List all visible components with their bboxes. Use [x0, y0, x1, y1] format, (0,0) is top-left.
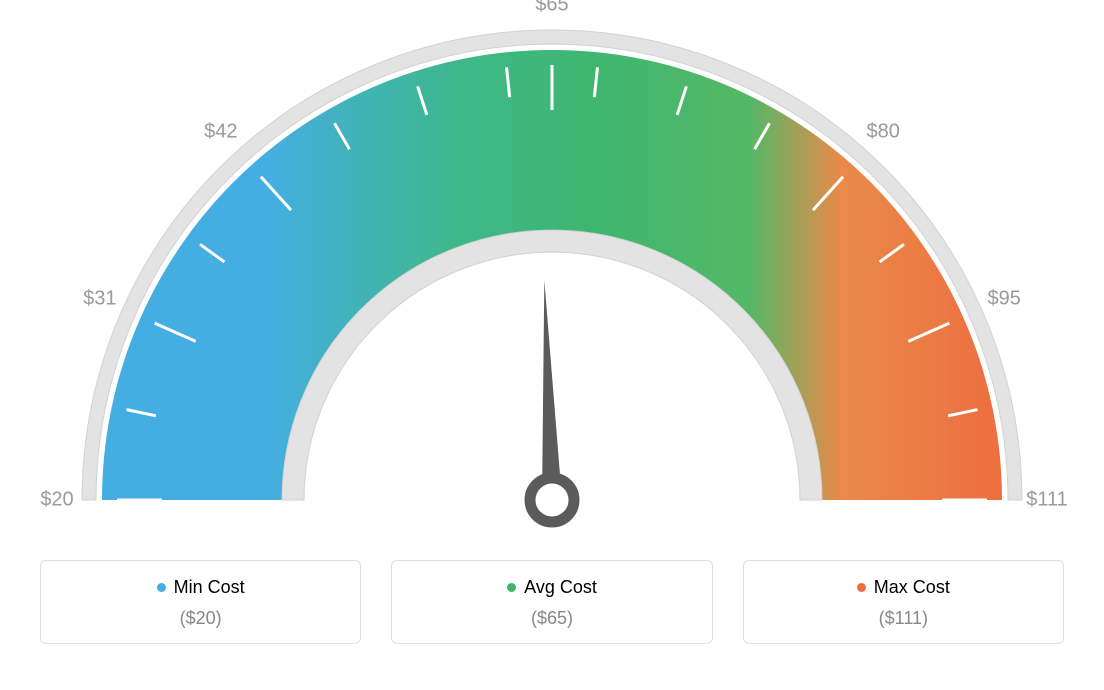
legend-title-max: Max Cost — [744, 577, 1063, 598]
gauge-svg — [0, 0, 1104, 560]
legend-card-min: Min Cost ($20) — [40, 560, 361, 644]
gauge-area: $20 $31 $42 $65 $80 $95 $111 — [0, 0, 1104, 560]
cost-gauge-chart: $20 $31 $42 $65 $80 $95 $111 Min Cost ($20) Av… — [0, 0, 1104, 690]
legend-dot-avg — [507, 583, 516, 592]
legend-dot-min — [157, 583, 166, 592]
gauge-tick-label: $111 — [1026, 489, 1068, 512]
gauge-tick-label: $42 — [204, 121, 237, 144]
legend-value-min: ($20) — [41, 608, 360, 629]
legend-title-text: Avg Cost — [524, 577, 597, 598]
legend-card-max: Max Cost ($111) — [743, 560, 1064, 644]
gauge-tick-label: $31 — [83, 287, 116, 310]
legend-value-max: ($111) — [744, 608, 1063, 629]
legend-card-avg: Avg Cost ($65) — [391, 560, 712, 644]
legend-value-avg: ($65) — [392, 608, 711, 629]
legend-row: Min Cost ($20) Avg Cost ($65) Max Cost (… — [0, 560, 1104, 644]
gauge-tick-label: $65 — [535, 0, 568, 17]
legend-title-min: Min Cost — [41, 577, 360, 598]
legend-title-avg: Avg Cost — [392, 577, 711, 598]
legend-title-text: Max Cost — [874, 577, 950, 598]
gauge-tick-label: $80 — [867, 121, 900, 144]
gauge-tick-label: $20 — [40, 489, 73, 512]
legend-title-text: Min Cost — [174, 577, 245, 598]
gauge-tick-label: $95 — [988, 287, 1021, 310]
legend-dot-max — [857, 583, 866, 592]
